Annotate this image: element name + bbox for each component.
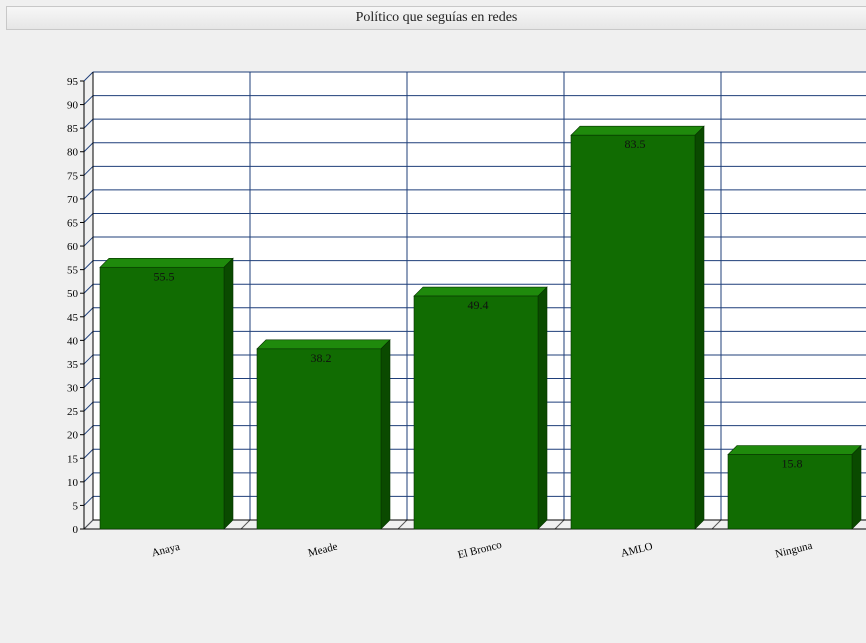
x-tick-label: AMLO xyxy=(620,540,654,559)
y-gridline-depth xyxy=(83,283,94,294)
y-tick-label: 5 xyxy=(73,500,79,512)
y-gridline-depth xyxy=(83,307,94,318)
bar-top-face xyxy=(99,257,234,268)
bar-top-face xyxy=(570,125,705,136)
y-gridline-depth xyxy=(83,354,94,365)
bar-value-label: 83.5 xyxy=(625,137,646,151)
bar-front-face xyxy=(413,295,539,530)
x-tick-label: Meade xyxy=(307,541,339,560)
y-tick-label: 10 xyxy=(67,477,79,489)
y-gridline-depth xyxy=(83,213,94,223)
y-tick-label: 15 xyxy=(67,453,79,465)
y-tick-label: 50 xyxy=(67,288,79,300)
bar: 49.4 xyxy=(413,286,548,530)
bar-front-face xyxy=(256,348,382,530)
y-gridline-depth xyxy=(83,189,94,200)
y-gridline-depth xyxy=(83,142,94,153)
y-tick-label: 45 xyxy=(67,312,79,324)
bar: 38.2 xyxy=(256,339,391,530)
bar-value-label: 55.5 xyxy=(154,269,175,283)
x-tick-label: Ninguna xyxy=(774,540,814,561)
bar: 83.5 xyxy=(570,125,705,530)
y-tick-label: 80 xyxy=(67,147,79,159)
y-gridline-depth xyxy=(83,71,94,82)
y-tick-label: 60 xyxy=(67,241,79,253)
y-tick-label: 90 xyxy=(67,100,79,112)
bar-layer: 55.5 38.2 49.4 83.5 15.8 xyxy=(99,125,862,530)
bar-side-face xyxy=(851,444,862,530)
y-tick-label: 40 xyxy=(67,335,79,347)
bar-value-label: 38.2 xyxy=(311,351,332,365)
y-gridline-depth xyxy=(83,95,94,105)
x-tick-label: Anaya xyxy=(150,541,181,560)
bar-front-face xyxy=(727,454,853,530)
y-tick-label: 55 xyxy=(67,265,79,277)
y-tick-label: 20 xyxy=(67,430,79,442)
bar-value-label: 15.8 xyxy=(782,456,803,470)
y-tick-label: 0 xyxy=(73,524,79,536)
y-gridline-depth xyxy=(83,401,94,412)
y-tick-label: 30 xyxy=(67,383,79,395)
floor-divider xyxy=(397,519,408,530)
bar-side-face xyxy=(223,257,234,530)
y-gridline-depth xyxy=(83,496,94,506)
y-gridline-depth xyxy=(83,378,94,388)
bar-value-label: 49.4 xyxy=(468,298,489,312)
bar-top-face xyxy=(413,286,548,297)
y-tick-label: 25 xyxy=(67,406,79,418)
bar-front-face xyxy=(99,266,225,530)
x-tick-label: El Bronco xyxy=(457,539,504,562)
bar-front-face xyxy=(570,134,696,530)
y-tick-label: 95 xyxy=(67,76,79,88)
y-tick-label: 35 xyxy=(67,359,79,371)
y-gridline-depth xyxy=(83,118,94,129)
bar-side-face xyxy=(694,125,705,530)
y-gridline-depth xyxy=(83,472,94,483)
floor-divider xyxy=(240,519,251,530)
y-tick-label: 75 xyxy=(67,170,79,182)
y-tick-label: 70 xyxy=(67,194,79,206)
floor-divider xyxy=(554,519,565,530)
bar: 15.8 xyxy=(727,444,862,530)
bar-top-face xyxy=(727,445,862,455)
y-gridline-depth xyxy=(83,331,94,341)
y-tick-label: 65 xyxy=(67,217,79,229)
y-tick-label: 85 xyxy=(67,123,79,135)
y-gridline-depth xyxy=(83,448,94,459)
bar-side-face xyxy=(537,286,548,530)
floor-divider xyxy=(711,519,722,530)
y-gridline-depth xyxy=(83,425,94,436)
y-gridline-depth xyxy=(83,236,94,247)
chart-title: Político que seguías en redes xyxy=(6,6,866,30)
bar-top-face xyxy=(256,339,391,350)
bar: 55.5 xyxy=(99,257,234,530)
y-gridline-depth xyxy=(83,165,94,176)
floor-divider xyxy=(83,519,94,530)
bar-side-face xyxy=(380,339,391,530)
y-gridline-depth xyxy=(83,260,94,270)
